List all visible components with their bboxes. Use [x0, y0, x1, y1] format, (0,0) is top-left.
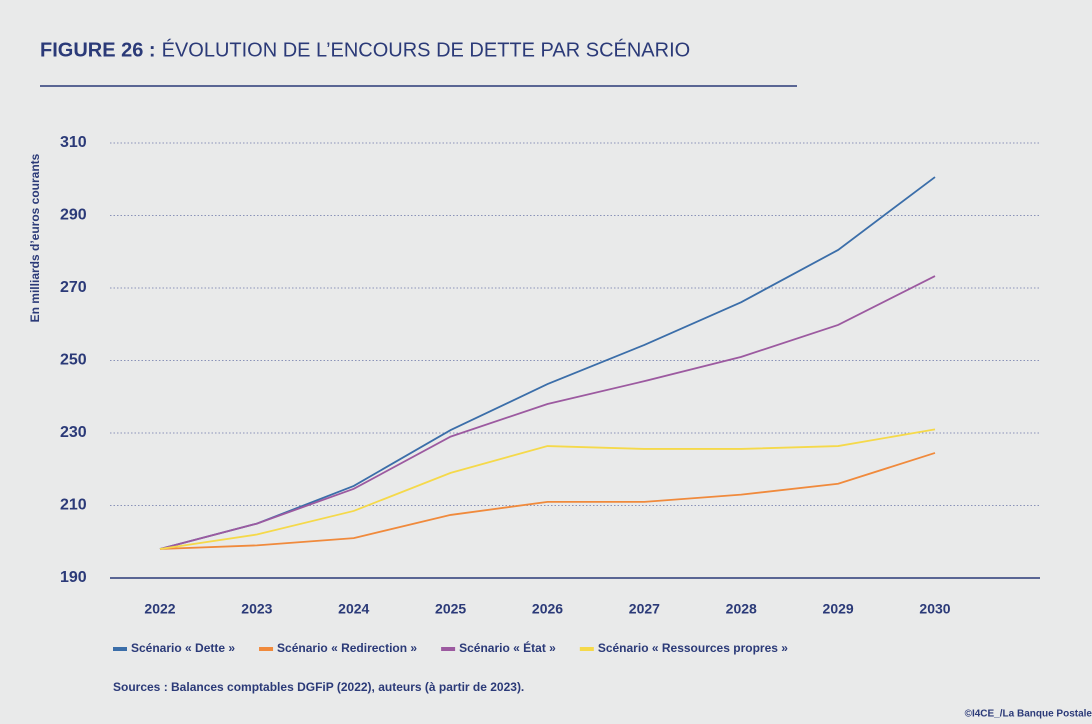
- x-tick-label: 2027: [629, 601, 660, 617]
- x-tick-label: 2028: [726, 601, 757, 617]
- series-line: [159, 452, 936, 550]
- y-tick-label: 230: [60, 424, 87, 441]
- y-tick-label: 190: [60, 569, 87, 586]
- y-tick-label: 270: [60, 279, 87, 296]
- chart-title: ÉVOLUTION DE L’ENCOURS DE DETTE PAR SCÉN…: [162, 38, 691, 61]
- figure-label: FIGURE 26 :: [40, 39, 156, 61]
- y-tick-label: 210: [60, 497, 87, 514]
- x-tick-label: 2025: [435, 601, 466, 617]
- series-line: [159, 428, 936, 550]
- legend-swatch: [259, 647, 274, 651]
- x-tick-label: 2026: [532, 601, 563, 617]
- y-axis-label: En milliards d’euros courants: [28, 153, 42, 322]
- legend-label: Scénario « Redirection »: [277, 641, 417, 655]
- x-tick-label: 2030: [919, 601, 950, 617]
- legend-label: Scénario « État »: [459, 640, 556, 655]
- credit: ©I4CE_/La Banque Postale: [965, 709, 1092, 720]
- legend-swatch: [579, 647, 594, 651]
- series-line: [159, 176, 936, 550]
- y-tick-label: 310: [60, 134, 87, 151]
- x-tick-label: 2023: [241, 601, 272, 617]
- legend-label: Scénario « Dette »: [131, 641, 235, 655]
- legend-swatch: [441, 647, 456, 651]
- y-tick-label: 250: [60, 352, 87, 369]
- legend-label: Scénario « Ressources propres »: [598, 641, 788, 655]
- x-tick-label: 2029: [823, 601, 854, 617]
- legend-swatch: [113, 647, 127, 651]
- series-line: [159, 275, 936, 550]
- source: Sources : Balances comptables DGFiP (202…: [113, 680, 524, 694]
- y-tick-label: 290: [60, 207, 87, 224]
- x-tick-label: 2024: [338, 601, 369, 617]
- x-tick-label: 2022: [144, 601, 175, 617]
